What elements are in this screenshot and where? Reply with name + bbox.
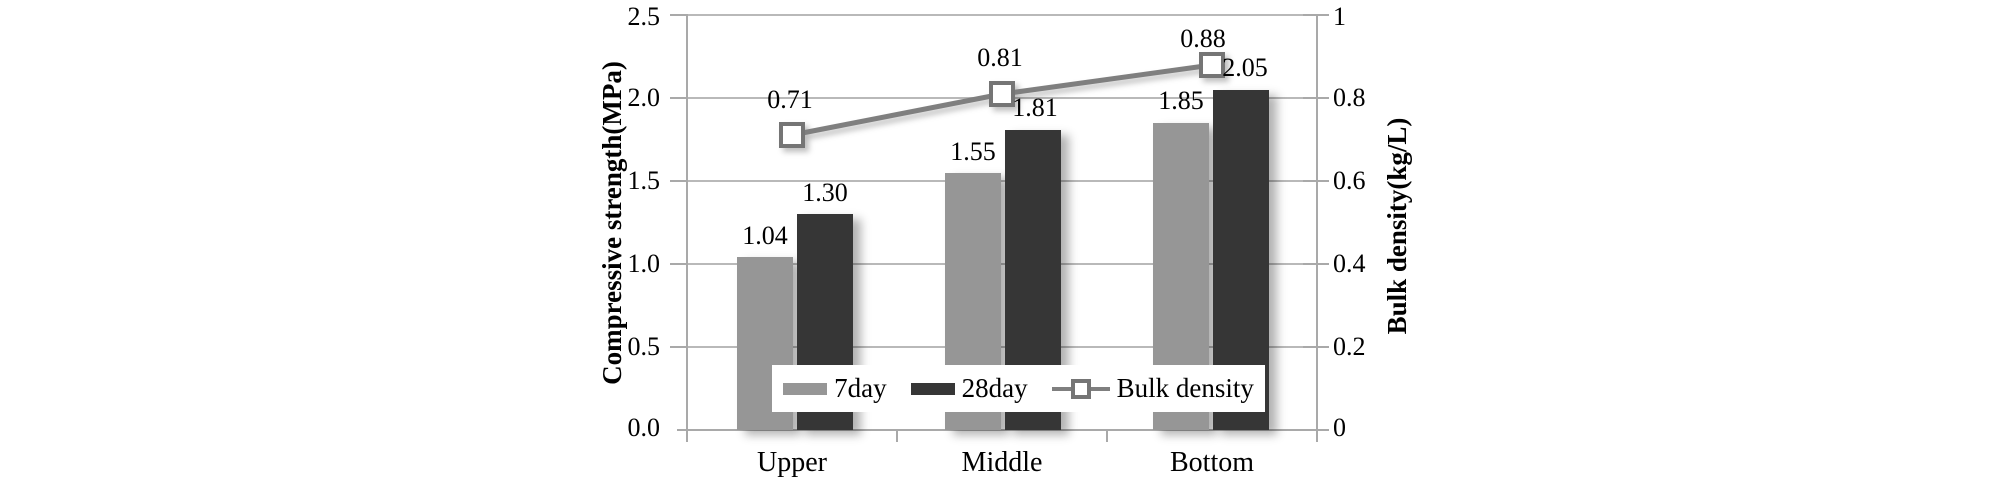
right-tick: [1303, 263, 1329, 265]
right-tick: [1303, 346, 1329, 348]
gridline-1-0: [687, 263, 1317, 265]
x-tick: [1106, 430, 1108, 442]
legend-label-bulk-density: Bulk density: [1116, 373, 1254, 403]
category-label-upper: Upper: [757, 447, 827, 478]
bulk-density-marker-icon: [1199, 52, 1225, 78]
gridline-1-5: [687, 180, 1317, 182]
data-label-28day-middle: 1.81: [1012, 93, 1058, 122]
x-axis-line: [677, 429, 1327, 431]
left-axis-line: [686, 14, 688, 437]
left-tick: [670, 263, 687, 265]
28day-swatch-icon: [910, 382, 955, 395]
legend: 7day 28day Bulk density: [772, 365, 1265, 412]
category-label-bottom: Bottom: [1169, 447, 1255, 478]
left-axis-title: Compressive strength(MPa): [597, 61, 627, 385]
data-label-bulk-bottom: 0.88: [1180, 24, 1226, 53]
data-label-7day-bottom: 1.85: [1158, 86, 1204, 115]
data-label-7day-upper: 1.04: [742, 221, 788, 250]
right-axis-title: Bulk density(kg/L): [1382, 117, 1412, 335]
left-tick: [670, 180, 687, 182]
legend-item-bulk-density: Bulk density: [1051, 373, 1254, 404]
data-label-28day-bottom: 2.05: [1222, 53, 1268, 82]
left-tick: [670, 346, 687, 348]
right-ytick-0-2: 0.2: [1333, 332, 1366, 361]
legend-label-7day: 7day: [834, 373, 887, 403]
right-ytick-0-6: 0.6: [1333, 166, 1366, 195]
left-ytick-2-0: 2.0: [627, 83, 661, 112]
category-label-middle: Middle: [961, 447, 1043, 478]
data-label-28day-upper: 1.30: [802, 178, 848, 207]
data-label-bulk-middle: 0.81: [977, 43, 1023, 72]
right-tick: [1303, 180, 1329, 182]
bulk-density-marker-icon: [779, 122, 805, 148]
left-ytick-0-0: 0.0: [627, 413, 661, 442]
gridline-2-5: [687, 14, 1317, 16]
left-ytick-1-5: 1.5: [627, 166, 661, 195]
x-tick: [686, 430, 688, 442]
x-tick: [1316, 430, 1318, 442]
left-ytick-2-5: 2.5: [627, 2, 661, 31]
bulk-density-line-icon: [1051, 378, 1110, 400]
left-ytick-1-0: 1.0: [627, 249, 661, 278]
x-tick: [896, 430, 898, 442]
right-ytick-0: 0: [1333, 413, 1346, 442]
legend-item-28day: 28day: [910, 373, 1028, 404]
data-label-7day-middle: 1.55: [950, 137, 996, 166]
left-ytick-0-5: 0.5: [627, 332, 661, 361]
right-axis-line: [1316, 14, 1318, 437]
legend-label-28day: 28day: [961, 373, 1028, 403]
right-tick: [1303, 14, 1329, 16]
gridline-0-5: [687, 346, 1317, 348]
7day-swatch-icon: [783, 382, 828, 395]
legend-item-7day: 7day: [783, 373, 887, 404]
right-ytick-0-4: 0.4: [1333, 249, 1366, 278]
right-ytick-1: 1: [1333, 2, 1346, 31]
left-tick: [670, 97, 687, 99]
bulk-density-marker-icon: [989, 81, 1015, 107]
right-tick: [1303, 97, 1329, 99]
right-ytick-0-8: 0.8: [1333, 83, 1366, 112]
left-tick: [670, 14, 687, 16]
data-label-bulk-upper: 0.71: [767, 85, 813, 114]
